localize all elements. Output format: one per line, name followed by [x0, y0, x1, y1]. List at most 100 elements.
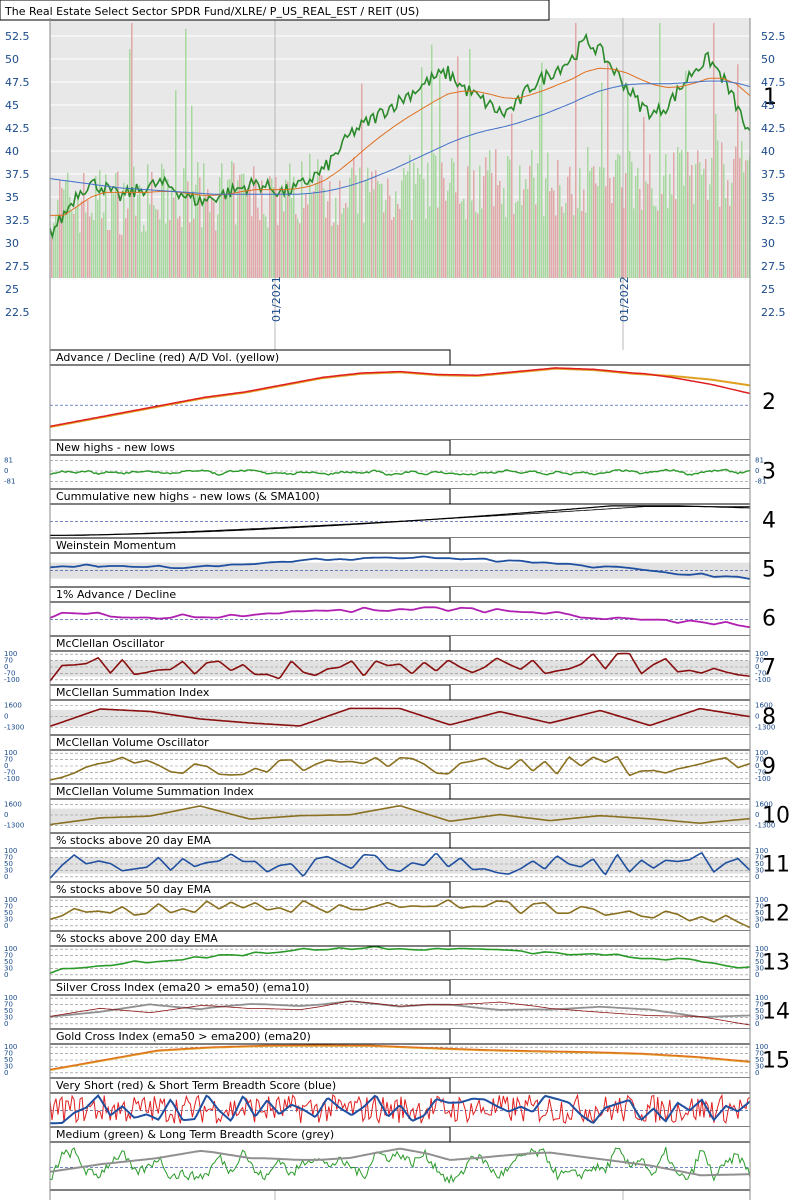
- panel-title: Very Short (red) & Short Term Breadth Sc…: [56, 1079, 336, 1092]
- volume-bar: [197, 162, 199, 278]
- panel-tick-left: 70: [4, 854, 13, 862]
- volume-bar: [423, 179, 425, 278]
- volume-bar: [245, 192, 247, 278]
- panel-tick-left: 0: [4, 713, 8, 721]
- volume-bar: [683, 185, 685, 278]
- volume-bar: [637, 167, 639, 278]
- volume-bar: [299, 223, 301, 278]
- volume-bar: [575, 23, 577, 278]
- panel-tick-left: 0: [4, 762, 8, 770]
- volume-bar: [111, 191, 113, 278]
- panel-tick-right: 0: [755, 873, 759, 881]
- volume-bar: [585, 212, 587, 278]
- panel-title: New highs - new lows: [56, 441, 175, 454]
- volume-bar: [487, 170, 489, 278]
- volume-bar: [347, 207, 349, 278]
- panel-tick-left: -81: [4, 478, 15, 486]
- volume-bar: [357, 213, 359, 278]
- price-tick-label-left: 30: [5, 237, 19, 250]
- indicator-line: [49, 652, 751, 682]
- panel-tick-left: 70: [4, 657, 13, 665]
- volume-bar: [381, 183, 383, 278]
- volume-bar: [529, 165, 531, 278]
- volume-bar: [273, 187, 275, 278]
- volume-bar: [479, 165, 481, 278]
- price-panel: 1: [49, 18, 777, 1200]
- volume-bar: [263, 214, 265, 278]
- volume-bar: [137, 194, 139, 278]
- panel-tick-left: 0: [4, 467, 8, 475]
- volume-bar: [659, 23, 661, 278]
- volume-bar: [661, 193, 663, 278]
- volume-bar: [609, 178, 611, 278]
- volume-bar: [475, 211, 477, 278]
- volume-bar: [133, 166, 135, 278]
- volume-bar: [721, 142, 723, 278]
- volume-bar: [729, 205, 731, 278]
- volume-bar: [143, 224, 145, 278]
- volume-bar: [397, 203, 399, 278]
- volume-bar: [635, 176, 637, 278]
- volume-bar: [671, 194, 673, 278]
- volume-bar: [243, 173, 245, 278]
- volume-bar: [141, 231, 143, 278]
- volume-bar: [631, 161, 633, 278]
- panel-title: 1% Advance / Decline: [56, 588, 176, 601]
- panel-tick-left: 100: [4, 650, 17, 658]
- volume-bar: [185, 28, 187, 278]
- volume-bar: [367, 167, 369, 278]
- volume-bar: [449, 182, 451, 278]
- volume-bar: [519, 165, 521, 278]
- volume-bar: [377, 181, 379, 278]
- volume-bar: [231, 161, 233, 278]
- indicator-panel: Weinstein Momentum 5: [49, 537, 776, 588]
- volume-bar: [293, 176, 295, 278]
- date-label: 01/2022: [618, 276, 631, 322]
- volume-bar: [177, 218, 179, 278]
- volume-bar: [687, 151, 689, 278]
- volume-bar: [511, 113, 513, 278]
- price-tick-label-right: 40: [761, 145, 775, 158]
- volume-bar: [215, 230, 217, 278]
- volume-bar: [89, 216, 91, 278]
- volume-bar: [349, 177, 351, 278]
- volume-bar: [51, 237, 53, 278]
- volume-bar: [483, 176, 485, 278]
- volume-bar: [329, 181, 331, 278]
- price-tick-label-left: 52.5: [5, 30, 30, 43]
- volume-bar: [179, 215, 181, 278]
- panel-title: % stocks above 20 day EMA: [56, 834, 211, 847]
- volume-bar: [709, 184, 711, 278]
- panel-tick-right: 100: [755, 1043, 768, 1051]
- volume-bar: [593, 166, 595, 278]
- volume-bar: [527, 189, 529, 278]
- volume-bar: [121, 234, 123, 278]
- volume-bar: [457, 56, 459, 279]
- volume-bar: [433, 153, 435, 278]
- volume-bar: [365, 180, 367, 278]
- volume-bar: [625, 172, 627, 278]
- panel-number: 12: [762, 902, 790, 927]
- volume-bar: [305, 194, 307, 278]
- volume-bar: [221, 163, 223, 278]
- volume-bar: [463, 198, 465, 278]
- volume-bar: [555, 215, 557, 278]
- volume-bar: [175, 90, 177, 278]
- indicator-panel: 1% Advance / Decline 6: [49, 586, 776, 637]
- panel-tick-right: 100: [755, 749, 768, 757]
- volume-bar: [199, 177, 201, 278]
- volume-bar: [283, 211, 285, 278]
- volume-bar: [453, 162, 455, 278]
- panel-tick-right: -100: [755, 775, 771, 783]
- volume-bar: [315, 183, 317, 278]
- indicator-line: [49, 805, 751, 826]
- panel-tick-right: 81: [755, 456, 764, 464]
- price-tick-label-right: 32.5: [761, 214, 786, 227]
- panel-tick-left: -100: [4, 676, 20, 684]
- volume-bar: [335, 197, 337, 278]
- panel-tick-right: 50: [755, 958, 764, 966]
- volume-bar: [629, 151, 631, 278]
